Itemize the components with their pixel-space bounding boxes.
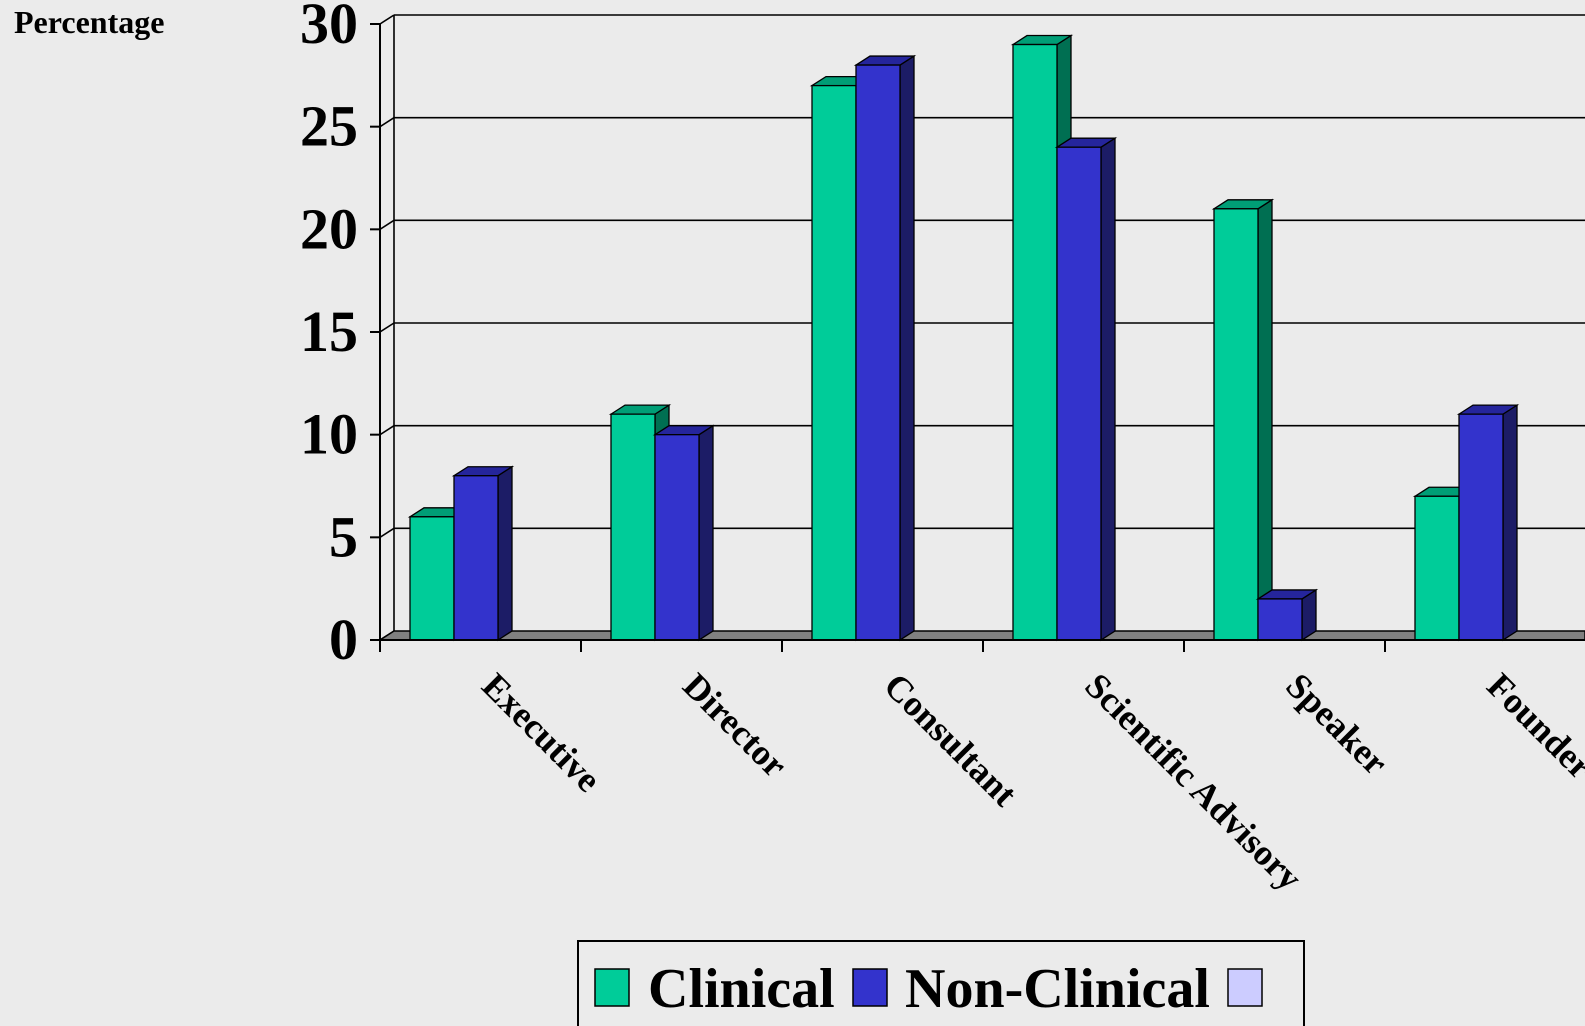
gridline-side	[379, 527, 395, 539]
gridline-side	[379, 219, 395, 231]
bar-front	[409, 516, 455, 641]
x-tick-label: Founder	[1479, 665, 1585, 787]
x-tick-label: Executive	[474, 665, 608, 799]
y-tick-label: 25	[300, 94, 358, 159]
bar-non-clinical-speaker	[1255, 588, 1319, 642]
y-tick-label: 20	[300, 196, 358, 261]
bar-front	[1012, 43, 1058, 641]
y-tick-label: 15	[300, 299, 358, 364]
gridline-side	[379, 322, 395, 333]
bar-clinical-speaker	[1211, 198, 1275, 642]
bar-non-clinical-executive	[451, 465, 515, 642]
x-tick-label: Scientific Advisory	[1077, 665, 1310, 898]
bar-front	[610, 413, 656, 641]
bar-front	[855, 64, 901, 641]
gridline-side	[379, 424, 395, 436]
y-tick-label: 30	[300, 0, 358, 56]
legend-box	[577, 940, 1305, 1026]
bar-non-clinical-director	[652, 424, 716, 642]
x-tick-label: Speaker	[1278, 665, 1395, 782]
legend-swatch-non-clinical	[852, 968, 888, 1007]
legend-swatch-clinical	[594, 968, 630, 1007]
bar-front	[453, 475, 499, 641]
bar-non-clinical-scientific-advisory	[1054, 137, 1118, 642]
legend-swatch-extra	[1227, 968, 1263, 1007]
chart-floor	[377, 630, 1585, 641]
axes	[370, 23, 1585, 652]
y-axis-label: Percentage	[14, 4, 164, 40]
x-tick-label: Consultant	[876, 665, 1025, 814]
bar-non-clinical-consultant	[853, 54, 917, 642]
legend-label-non-clinical: Non-Clinical	[905, 958, 1210, 1020]
bars	[407, 34, 1520, 642]
bar-side	[899, 54, 915, 642]
bar-front	[1056, 146, 1102, 641]
y-tick-label: 10	[300, 402, 358, 467]
gridline-side	[379, 116, 395, 128]
y-tick-label: 0	[329, 607, 358, 672]
bar-side	[497, 465, 513, 642]
floor-plane	[377, 630, 1585, 641]
bar-front	[1257, 598, 1303, 641]
bar-side	[1100, 137, 1116, 642]
bar-front	[1458, 413, 1504, 641]
bar-front	[811, 84, 857, 641]
bar-front	[1213, 208, 1259, 641]
legend-label-clinical: Clinical	[648, 958, 835, 1020]
y-tick-label: 5	[329, 504, 358, 569]
legend: Clinical Non-Clinical	[577, 940, 1305, 1026]
bar-side	[1257, 198, 1273, 642]
bar-side	[1502, 403, 1518, 642]
x-ticks: Executive Director Consultant Scientific Ad…	[474, 665, 1585, 898]
gridlines	[379, 14, 1585, 641]
gridline-side	[379, 14, 395, 25]
bar-non-clinical-founder	[1456, 403, 1520, 642]
bar-side	[698, 424, 714, 642]
y-ticks: 0 5 10 15 20 25 30	[300, 0, 358, 672]
x-tick-label: Director	[675, 665, 795, 785]
bar-front	[654, 434, 700, 641]
bar-front	[1414, 495, 1460, 641]
